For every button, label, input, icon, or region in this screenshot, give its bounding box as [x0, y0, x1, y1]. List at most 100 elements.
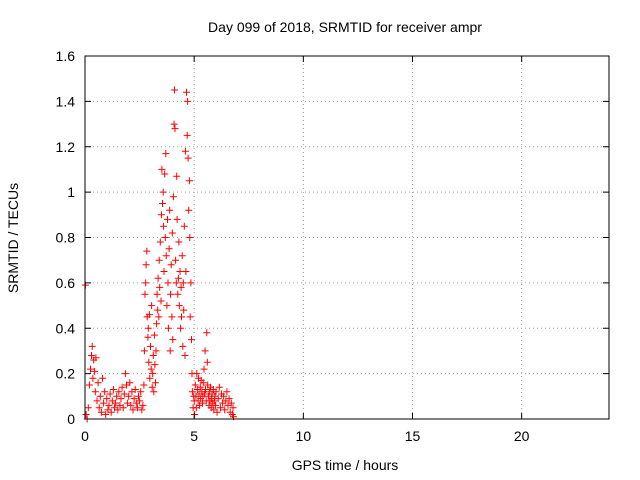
data-point: [169, 336, 177, 344]
data-point: [117, 395, 125, 403]
data-point: [175, 238, 183, 246]
x-tick-label: 5: [190, 428, 198, 444]
data-point: [105, 401, 113, 409]
data-point: [96, 392, 104, 400]
data-point: [203, 358, 211, 366]
data-point: [191, 381, 199, 389]
data-point: [175, 302, 183, 310]
data-point: [182, 268, 190, 275]
data-point: [184, 97, 192, 105]
data-point: [178, 252, 186, 260]
data-point: [92, 354, 100, 362]
data-point: [82, 411, 90, 418]
data-point: [148, 383, 156, 391]
data-point: [103, 395, 111, 403]
data-point: [87, 365, 94, 373]
data-point: [94, 379, 102, 387]
y-tick-label: 0.4: [56, 320, 76, 336]
y-tick-label: 1: [67, 184, 75, 200]
data-point: [143, 247, 151, 255]
data-point: [145, 358, 153, 366]
data-point: [199, 399, 206, 407]
data-point: [154, 306, 162, 314]
data-point: [120, 390, 128, 398]
data-point: [180, 222, 188, 230]
data-point: [174, 274, 182, 282]
data-point: [100, 399, 108, 407]
y-tick-label: 0.2: [56, 366, 76, 382]
data-point: [127, 401, 135, 409]
y-tick-label: 0: [67, 411, 75, 427]
data-point: [187, 279, 195, 287]
data-point: [155, 313, 163, 321]
data-point: [129, 406, 137, 414]
x-tick-label: 20: [514, 428, 530, 444]
data-point: [89, 374, 97, 382]
data-point: [121, 370, 129, 378]
data-point: [140, 347, 148, 355]
data-point: [167, 261, 175, 269]
data-point: [149, 370, 157, 378]
data-point: [156, 283, 164, 291]
data-point: [179, 342, 187, 350]
data-point: [112, 399, 120, 407]
data-point: [157, 211, 165, 219]
data-point: [152, 379, 159, 387]
data-point: [168, 313, 176, 321]
data-point: [142, 261, 150, 269]
data-point: [220, 392, 228, 400]
data-point: [196, 383, 204, 391]
data-point: [188, 388, 196, 396]
data-point: [229, 404, 237, 412]
data-point: [101, 388, 109, 396]
data-point: [171, 125, 179, 133]
data-point: [159, 200, 166, 207]
data-point: [193, 370, 201, 378]
data-point: [221, 406, 229, 414]
data-point: [215, 383, 223, 391]
data-point: [118, 383, 126, 391]
data-point: [160, 268, 168, 275]
data-point: [162, 252, 170, 260]
data-point: [164, 279, 172, 287]
data-point: [201, 347, 209, 355]
y-tick-label: 1.6: [56, 48, 76, 64]
data-point: [177, 283, 185, 291]
data-point: [145, 311, 153, 319]
chart-title: Day 099 of 2018, SRMTID for receiver amp…: [208, 19, 482, 35]
data-point: [130, 395, 138, 403]
data-point: [214, 395, 222, 403]
data-point: [171, 86, 178, 94]
data-point: [167, 290, 175, 298]
data-point: [179, 279, 187, 287]
data-point: [225, 395, 233, 403]
data-point: [172, 279, 180, 287]
data-point: [216, 404, 224, 412]
data-point: [119, 404, 127, 412]
data-point: [91, 388, 99, 396]
data-point: [149, 352, 157, 359]
data-point: [144, 324, 152, 332]
data-point: [202, 386, 209, 393]
data-point: [164, 324, 172, 332]
data-point: [158, 165, 166, 173]
data-point: [155, 256, 163, 264]
data-point: [162, 150, 170, 158]
data-point: [144, 333, 152, 341]
data-point: [161, 170, 169, 178]
data-point: [165, 245, 173, 253]
data-point: [140, 381, 148, 389]
data-point: [183, 131, 191, 139]
data-point: [227, 399, 235, 407]
data-point: [159, 188, 167, 196]
data-point: [176, 268, 184, 275]
data-point: [97, 408, 105, 416]
data-point: [136, 397, 144, 405]
data-point: [106, 390, 114, 398]
data-point: [173, 172, 181, 180]
data-point: [115, 388, 123, 396]
data-point: [184, 154, 192, 162]
data-point: [166, 347, 174, 355]
data-point: [169, 193, 177, 201]
